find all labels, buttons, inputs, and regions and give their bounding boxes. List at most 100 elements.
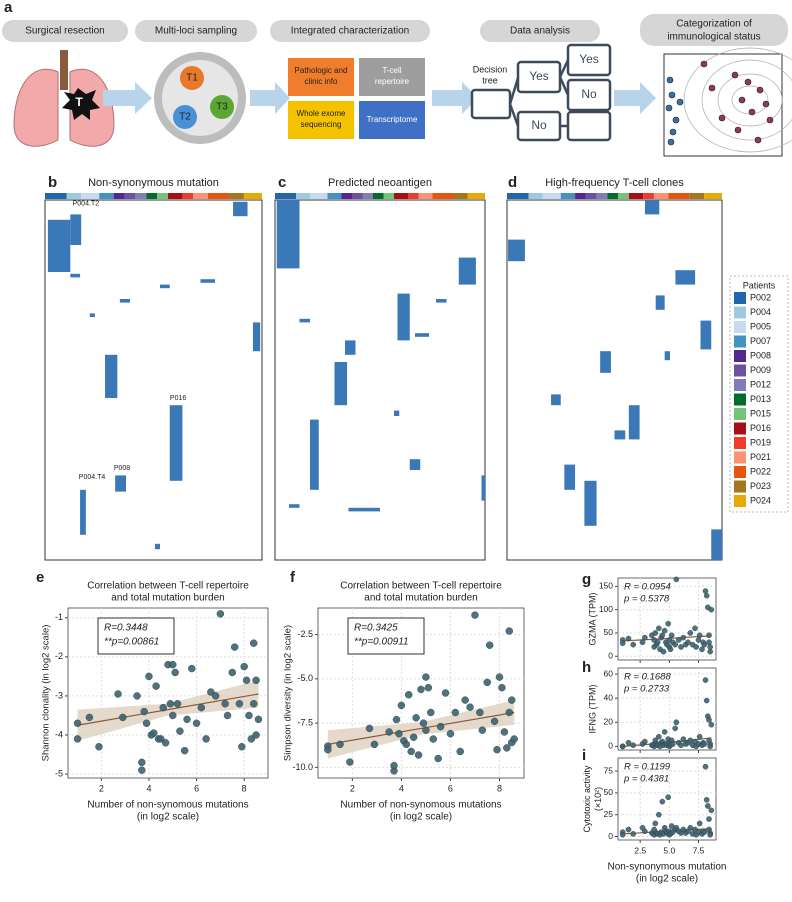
y-tick-label: 40 <box>604 692 614 702</box>
step-pill <box>640 14 788 46</box>
patient-bar <box>542 193 561 199</box>
chart-title: Correlation between T-cell repertoire <box>87 581 249 592</box>
stats-label: R=0.3448 <box>104 623 148 634</box>
point <box>436 722 445 731</box>
point <box>240 662 248 671</box>
point <box>166 699 175 708</box>
point <box>173 699 182 708</box>
y-axis-label: Simpson diversity (in log2 scale) <box>283 625 294 761</box>
patient-bar <box>167 193 183 199</box>
step-label: Surgical resection <box>25 26 104 37</box>
heatmap-block <box>310 419 319 490</box>
x-tick-label: 4 <box>146 783 151 793</box>
point <box>625 739 632 746</box>
point <box>138 758 146 767</box>
patient-bar <box>596 193 608 199</box>
heatmap-block <box>711 529 722 560</box>
point <box>221 699 229 708</box>
point <box>680 736 687 742</box>
point <box>133 692 141 700</box>
panel-letter: f <box>290 569 296 586</box>
stats-label: R = 0.0954 <box>624 582 671 593</box>
legend-swatch <box>734 306 746 319</box>
legend-swatch <box>734 364 746 377</box>
y-axis-label: (×10²) <box>593 787 603 811</box>
point <box>451 708 460 717</box>
patient-bar <box>560 193 576 199</box>
heatmap-block <box>675 270 696 285</box>
fit-line <box>327 711 515 745</box>
patient-bar <box>99 193 114 199</box>
chart-title: and total mutation burden <box>111 593 224 604</box>
legend-swatch <box>734 466 746 478</box>
y-tick-label: 25 <box>604 809 614 819</box>
patient-bar <box>585 193 597 199</box>
heatmap-block <box>436 299 447 303</box>
patient-bar <box>643 193 654 199</box>
patient-bar <box>653 193 669 199</box>
point <box>441 689 450 697</box>
point <box>702 588 709 594</box>
step-label: Integrated characterization <box>291 26 409 37</box>
point <box>466 703 474 711</box>
legend-swatch <box>734 321 746 333</box>
point <box>654 639 661 646</box>
point <box>180 746 189 755</box>
point <box>701 641 708 648</box>
point <box>507 696 516 704</box>
step-label: Multi-loci sampling <box>155 26 237 37</box>
tree-title: tree <box>482 75 498 85</box>
point <box>660 648 667 655</box>
heatmap-frame <box>506 199 723 561</box>
point <box>422 673 430 681</box>
patient-bar <box>229 193 244 199</box>
heatmap-block <box>481 475 485 501</box>
data-type-label: Whole exome <box>297 109 346 118</box>
point <box>673 719 680 726</box>
y-tick-label: -2.5 <box>297 629 313 639</box>
point <box>495 673 504 681</box>
patient-bar <box>275 193 296 199</box>
point <box>661 729 668 735</box>
x-tick-label: 6 <box>448 783 453 793</box>
point <box>238 742 246 751</box>
point <box>414 751 423 759</box>
point <box>630 742 637 749</box>
patient-bar <box>341 193 352 199</box>
point <box>619 831 626 838</box>
patient-bar <box>453 193 468 199</box>
y-tick-label: 50 <box>604 627 614 637</box>
point <box>252 731 260 739</box>
point <box>655 625 662 632</box>
tree-node: Yes <box>529 69 549 83</box>
patient-bar <box>628 193 644 199</box>
point <box>706 632 712 639</box>
heatmap-title: Non-synonymous mutation <box>88 177 219 189</box>
heatmap-block <box>345 340 356 355</box>
point <box>673 576 680 583</box>
stats-box <box>347 617 425 655</box>
point <box>434 754 442 763</box>
x-tick-label: 2 <box>99 783 104 793</box>
step-label: Categorization of <box>676 19 752 30</box>
point <box>202 735 210 743</box>
point <box>152 682 160 690</box>
point <box>145 672 153 681</box>
heatmap-frame <box>274 199 486 561</box>
point <box>149 729 158 737</box>
point <box>235 699 244 708</box>
point <box>346 758 354 766</box>
heatmap-block <box>80 489 86 535</box>
chart-title: Correlation between T-cell repertoire <box>340 581 502 592</box>
y-tick-label: 60 <box>604 668 614 678</box>
y-axis-label: IFNG (TPM) <box>587 685 597 734</box>
point <box>703 797 710 803</box>
x-tick-label: 8 <box>497 783 502 793</box>
point <box>703 592 710 599</box>
patient-bar <box>383 193 394 199</box>
point <box>412 714 420 722</box>
heatmap-block <box>160 284 170 289</box>
point <box>706 717 712 723</box>
legend-label: P013 <box>750 394 771 404</box>
y-tick-label: 0 <box>608 741 613 751</box>
